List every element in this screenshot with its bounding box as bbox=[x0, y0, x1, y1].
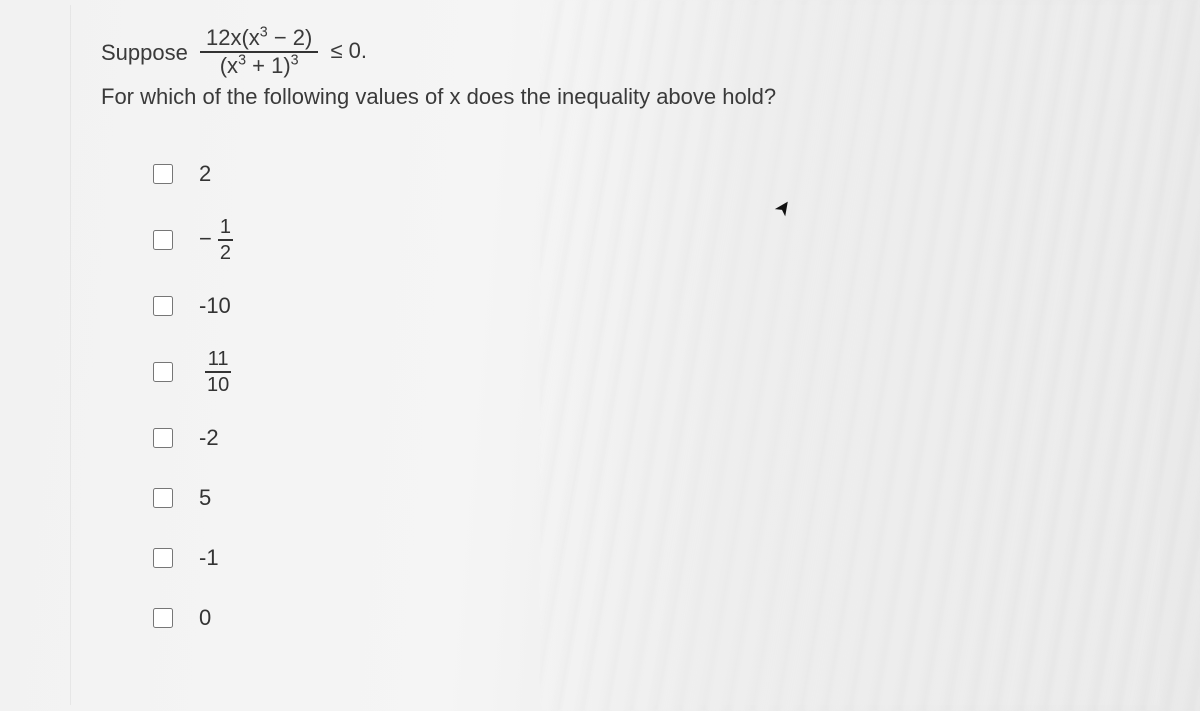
inequality-fraction: 12x(x3 − 2) (x3 + 1)3 bbox=[200, 25, 318, 80]
option-checkbox-1[interactable] bbox=[153, 230, 173, 250]
option-checkbox-3[interactable] bbox=[153, 362, 173, 382]
option-row: -2 bbox=[149, 419, 1130, 457]
option-checkbox-4[interactable] bbox=[153, 428, 173, 448]
option-label-3: 1110 bbox=[199, 347, 237, 397]
option-row: 0 bbox=[149, 599, 1130, 637]
option-fraction: 12 bbox=[218, 215, 233, 265]
option-frac-den: 2 bbox=[218, 241, 233, 265]
prompt-followup: For which of the following values of x d… bbox=[101, 84, 776, 109]
inequality-relation: ≤ 0. bbox=[331, 38, 368, 63]
option-row: −12 bbox=[149, 215, 1130, 265]
option-row: -10 bbox=[149, 287, 1130, 325]
option-checkbox-7[interactable] bbox=[153, 608, 173, 628]
fraction-numerator: 12x(x3 − 2) bbox=[200, 25, 318, 53]
question-card: Suppose 12x(x3 − 2) (x3 + 1)3 ≤ 0. For w… bbox=[70, 5, 1160, 705]
option-label-1: −12 bbox=[199, 215, 239, 265]
prompt-suppose: Suppose bbox=[101, 40, 188, 65]
option-label-4: -2 bbox=[199, 425, 219, 451]
option-frac-num: 11 bbox=[205, 347, 231, 373]
option-checkbox-5[interactable] bbox=[153, 488, 173, 508]
neg-sign: − bbox=[199, 226, 212, 251]
option-label-5: 5 bbox=[199, 485, 211, 511]
option-label-0: 2 bbox=[199, 161, 211, 187]
option-label-2: -10 bbox=[199, 293, 231, 319]
option-label-6: -1 bbox=[199, 545, 219, 571]
option-row: 5 bbox=[149, 479, 1130, 517]
option-checkbox-0[interactable] bbox=[153, 164, 173, 184]
options-list: 2−12-101110-25-10 bbox=[149, 155, 1130, 637]
option-label-7: 0 bbox=[199, 605, 211, 631]
option-row: 2 bbox=[149, 155, 1130, 193]
option-frac-den: 10 bbox=[205, 373, 231, 397]
option-fraction: 1110 bbox=[205, 347, 231, 397]
question-prompt: Suppose 12x(x3 − 2) (x3 + 1)3 ≤ 0. For w… bbox=[101, 25, 1130, 113]
option-checkbox-2[interactable] bbox=[153, 296, 173, 316]
option-frac-num: 1 bbox=[218, 215, 233, 241]
option-row: 1110 bbox=[149, 347, 1130, 397]
fraction-denominator: (x3 + 1)3 bbox=[200, 53, 318, 79]
option-row: -1 bbox=[149, 539, 1130, 577]
option-checkbox-6[interactable] bbox=[153, 548, 173, 568]
